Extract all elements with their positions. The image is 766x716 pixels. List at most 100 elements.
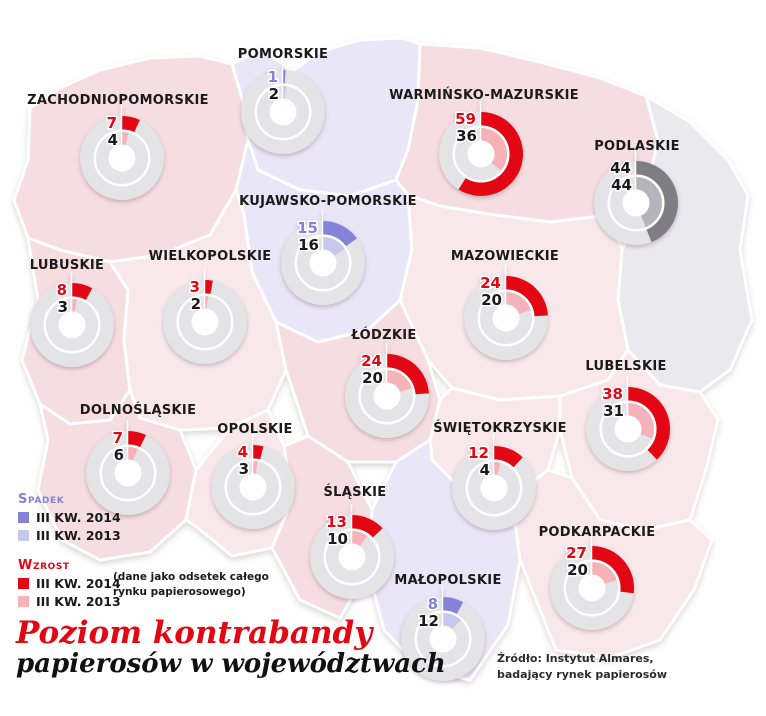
value-2014: 3 [190,278,200,296]
value-2014: 38 [602,385,623,403]
legend-group-wzrost: Wzrost III KW. 2014 III KW. 2013 [18,558,121,609]
arc-2013 [253,461,258,474]
donut-center [269,98,297,126]
spadek-2013-swatch [18,530,29,541]
legend-item-label: III KW. 2013 [36,594,121,609]
arc-2013 [443,613,461,630]
arc-2013 [506,291,531,314]
donut-center [480,474,508,502]
region-label-zachodniopomorskie: ZACHODNIOPOMORSKIE [27,93,209,108]
value-2014: 24 [480,274,501,292]
value-2013: 20 [567,561,588,579]
donut-center [429,625,457,653]
arc-2013 [628,403,654,439]
data-note: (dane jako odsetek całego rynku papieros… [113,571,269,598]
region-label-dolnoslaskie: DOLNOŚLĄSKIE [80,402,197,418]
region-label-podlaskie: PODLASKIE [594,139,680,154]
donut-center [578,574,606,602]
donut-center [338,543,366,571]
arc-2014 [352,515,383,538]
donut-center [614,415,642,443]
arc-2013 [494,462,501,475]
value-2014: 27 [566,544,587,562]
value-2014: 4 [238,443,248,461]
value-2013: 3 [58,298,68,316]
value-2014: 8 [428,595,438,613]
arc-2013 [122,132,129,145]
arc-2014 [323,221,357,247]
value-2014: 15 [297,219,318,237]
legend: Spadek III KW. 2014 III KW. 2013 Wzrost … [18,492,121,609]
donut-chart-lubuskie: 83 [30,272,114,367]
value-2013: 20 [362,369,383,387]
legend-item-label: III KW. 2014 [36,510,121,525]
value-2013: 6 [114,446,124,464]
arc-2013 [283,86,287,99]
value-2013: 4 [480,461,490,479]
donut-chart-swietokrzyskie: 124 [452,435,536,530]
arc-2014 [458,112,524,197]
source-credit: Źródło: Instytut Almares, badający rynek… [497,652,667,681]
region-label-pomorskie: POMORSKIE [238,47,328,62]
donut-chart-dolnoslaskie: 76 [86,420,170,515]
value-2014: 24 [361,352,382,370]
donut-center [191,308,219,336]
donut-chart-zachodniopomorskie: 74 [80,105,164,200]
donut-chart-malopolskie: 812 [401,586,485,681]
arc-2013 [592,562,617,584]
legend-item-label: III KW. 2014 [36,576,121,591]
donut-center [373,382,401,410]
arc-2014 [72,283,93,301]
region-label-swietokrzyskie: ŚWIĘTOKRZYSKIE [433,420,567,436]
legend-group-spadek: Spadek III KW. 2014 III KW. 2013 [18,492,121,543]
legend-header-spadek: Spadek [18,492,65,507]
value-2013: 44 [611,176,632,194]
region-label-slaskie: ŚLĄSKIE [324,484,387,500]
value-2013: 3 [239,460,249,478]
value-2014: 59 [455,110,476,128]
arc-2013 [128,447,138,461]
donut-chart-opolskie: 43 [211,434,295,529]
value-2014: 7 [107,114,117,132]
region-label-malopolskie: MAŁOPOLSKIE [394,573,501,588]
arc-2013 [72,299,77,312]
region-label-opolskie: OPOLSKIE [217,422,292,437]
arc-2014 [387,354,429,395]
value-2013: 12 [418,612,439,630]
value-2014: 8 [57,281,67,299]
arc-2013 [205,296,209,309]
value-2014: 7 [113,429,123,447]
legend-item: III KW. 2013 [18,594,121,609]
arc-2013 [323,237,345,256]
arc-2014 [628,387,671,460]
donut-center [309,249,337,277]
legend-item: III KW. 2014 [18,510,121,525]
region-label-lubelskie: LUBELSKIE [585,359,666,374]
wzrost-2014-swatch [18,578,29,589]
arc-2014 [253,445,264,460]
donut-center [622,189,650,217]
legend-item-label: III KW. 2013 [36,528,121,543]
value-2013: 16 [298,236,319,254]
arc-2013 [636,177,662,228]
arc-2014 [592,546,635,594]
legend-item: III KW. 2014 [18,576,121,591]
donut-center [467,140,495,168]
value-2013: 2 [269,85,279,103]
arc-2014 [494,446,523,468]
arc-2013 [481,128,507,171]
spadek-2014-swatch [18,512,29,523]
arc-2014 [122,116,140,133]
donut-center [108,144,136,172]
region-label-kujawsko-pomorskie: KUJAWSKO-POMORSKIE [239,194,417,209]
donut-chart-wielkopolskie: 32 [163,269,247,364]
region-label-lubuskie: LUBUSKIE [30,258,104,273]
value-2013: 10 [327,530,348,548]
value-2013: 36 [456,127,477,145]
